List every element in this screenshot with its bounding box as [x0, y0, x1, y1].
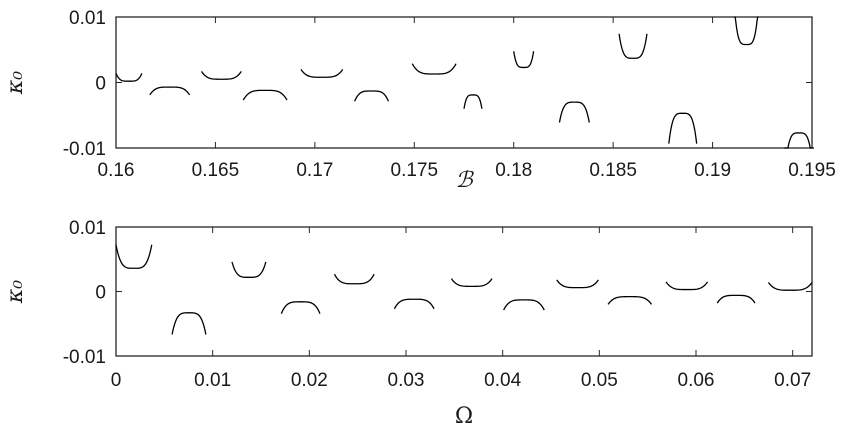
x-tick-label: 0.165 [192, 160, 240, 181]
curve-segment [393, 298, 435, 310]
x-axis-label: ℬ [455, 168, 474, 193]
y-axis-label: κ₀ [3, 71, 28, 95]
x-tick-label: 0.195 [788, 160, 836, 181]
y-tick-label: 0 [95, 283, 106, 304]
plot-frame [115, 226, 813, 357]
x-tick-label: 0.02 [291, 370, 328, 391]
curve-segment [558, 101, 590, 123]
curve-segment [354, 90, 390, 102]
y-tick-label: 0 [95, 74, 106, 95]
x-tick-label: 0.175 [391, 160, 439, 181]
bottom-panel: 0 0.01 0.02 0.03 0.04 0.05 0.06 0.07-0.0100.01Ω… [3, 218, 813, 429]
curve-segment [115, 244, 153, 269]
x-tick-label: 0.03 [388, 370, 425, 391]
x-tick-label: 0.07 [774, 370, 811, 391]
x-tick-label: 0.01 [194, 370, 231, 391]
x-axis-label: Ω [455, 404, 473, 429]
curve-segment [242, 89, 288, 101]
curve-segment [665, 281, 709, 291]
x-tick-label: 0.19 [694, 160, 731, 181]
curve-segment [333, 273, 375, 285]
curve-segment [115, 73, 143, 82]
x-tick-label: 0.17 [296, 160, 333, 181]
y-tick-label: 0.01 [69, 218, 106, 239]
curve-segment [618, 33, 648, 59]
top-panel: 0.16 0.165 0.17 0.175 0.18 0.185 0.19 0.195 -0.0… [3, 8, 836, 193]
curve-segment [280, 301, 321, 314]
y-tick-label: -0.01 [63, 139, 106, 160]
x-tick-label: 0.185 [589, 160, 637, 181]
curve-segment [450, 278, 493, 287]
y-tick-label: 0.01 [69, 8, 106, 29]
curve-segment [716, 294, 756, 304]
curve-segment [784, 132, 814, 149]
curve-segment [231, 261, 267, 278]
x-tick-label: 0.18 [495, 160, 532, 181]
curve-segment [503, 299, 545, 311]
x-tick-label: 0 [111, 370, 122, 391]
curve-segment [513, 51, 535, 69]
x-tick-label: 0.04 [484, 370, 521, 391]
curve-segment [668, 112, 698, 144]
curve-segment [171, 312, 207, 335]
curve-segment [607, 296, 653, 305]
plot-frame [115, 16, 813, 149]
curve-segment [149, 86, 191, 96]
curve-segment [767, 282, 813, 291]
x-tick-label: 0.16 [98, 160, 135, 181]
curve-segment [556, 279, 599, 289]
curve-segment [300, 69, 344, 78]
curve-segment [200, 71, 242, 80]
x-tick-label: 0.05 [581, 370, 618, 391]
x-tick-label: 0.06 [678, 370, 715, 391]
curve-segment [734, 16, 759, 46]
y-tick-label: -0.01 [63, 347, 106, 368]
curve-segment [463, 94, 483, 109]
y-axis-label: κ₀ [3, 280, 28, 304]
curve-segment [411, 63, 457, 75]
